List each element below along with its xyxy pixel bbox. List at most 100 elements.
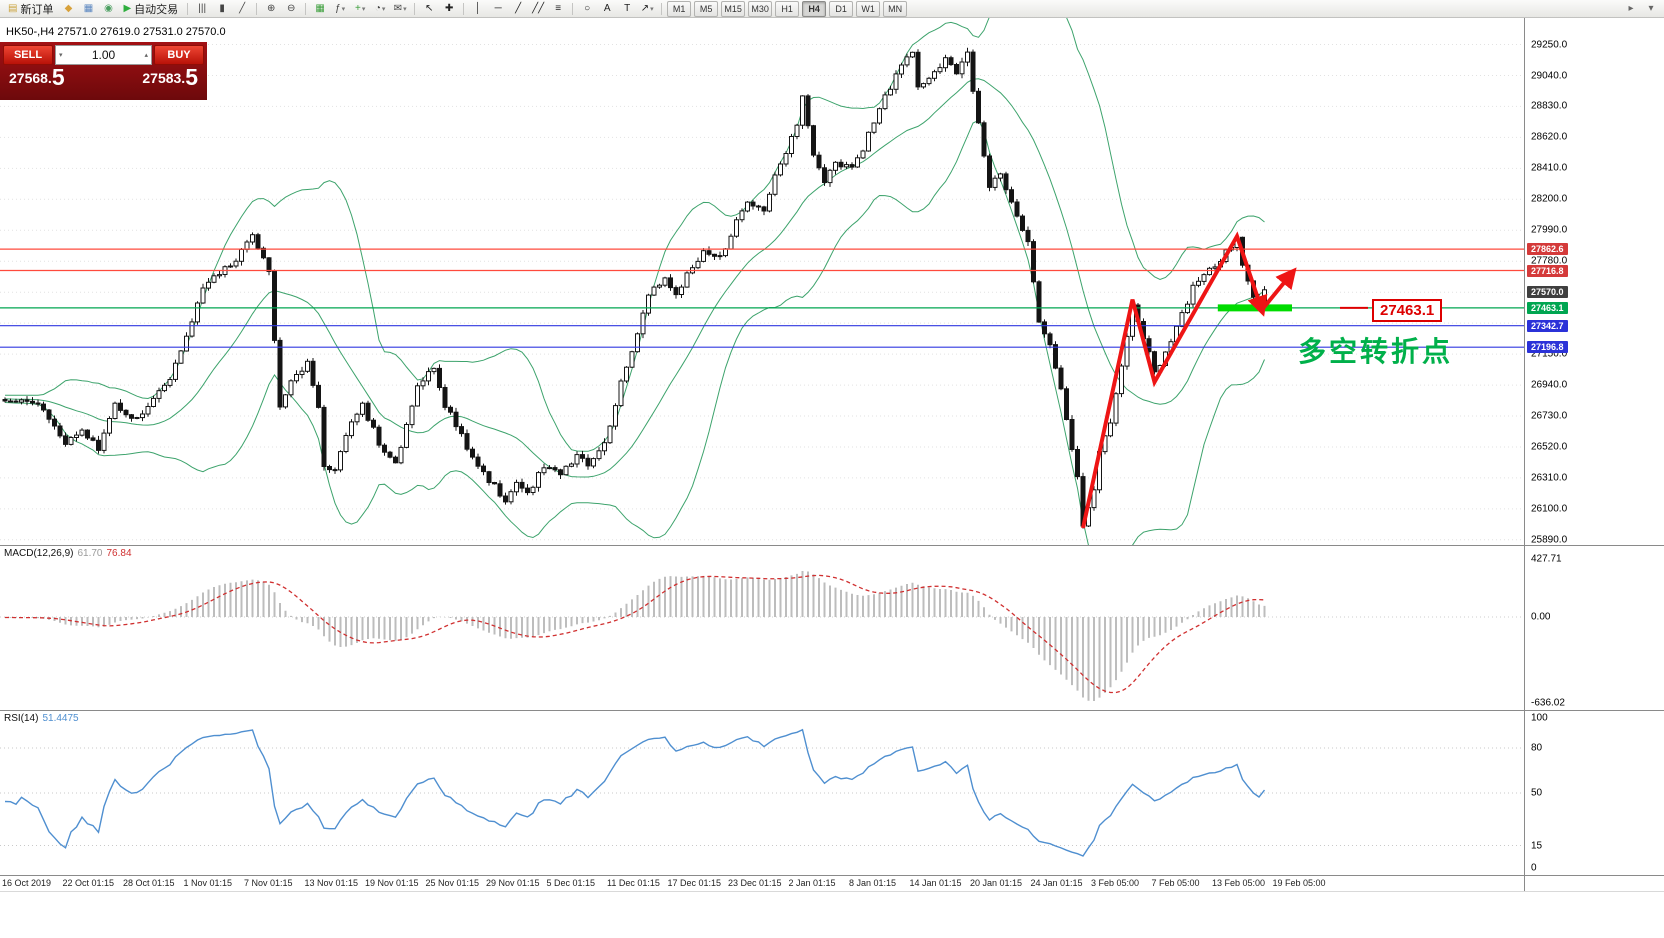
help-icon[interactable]: ◉ [99, 1, 117, 16]
horizontal-line-icon[interactable]: ─ [489, 1, 507, 16]
time-axis-label: 16 Oct 2019 [2, 878, 52, 888]
fibonacci-icon[interactable]: ≡ [549, 1, 567, 16]
main-chart-panel[interactable]: HK50-,H4 27571.0 27619.0 27531.0 27570.0… [0, 18, 1524, 545]
timeframe-button-d1[interactable]: D1 [829, 0, 854, 17]
time-axis-label: 2 Jan 01:15 [788, 878, 836, 888]
panel-divider [0, 545, 1664, 546]
toolbar-separator [572, 2, 574, 15]
price-axis-label: 27780.0 [1531, 255, 1568, 267]
price-axis-label: 29250.0 [1531, 39, 1568, 50]
rsi-axis-label: 50 [1531, 787, 1543, 799]
indicators-menu[interactable]: ƒ ▾ [331, 1, 349, 16]
timeframe-button-w1[interactable]: W1 [856, 0, 881, 17]
price-axis-label: 28620.0 [1531, 131, 1568, 143]
buy-button[interactable]: BUY [154, 45, 204, 65]
price-axis-label: 27990.0 [1531, 224, 1568, 236]
dropdown-arrow-icon: ▾ [381, 5, 386, 13]
macd-main-value: 61.70 [77, 548, 103, 559]
line-chart-icon[interactable]: ╱ [233, 1, 251, 16]
time-axis-label: 22 Oct 01:15 [62, 878, 115, 888]
macd-name: MACD(12,26,9) [4, 548, 74, 559]
time-axis-label: 1 Nov 01:15 [183, 878, 233, 888]
volume-decrease-icon[interactable]: ▾ [59, 52, 63, 59]
arrows-menu[interactable]: ↗ ▾ [638, 1, 656, 16]
volume-field: ▾ ▴ [55, 45, 152, 65]
time-axis-label: 7 Nov 01:15 [244, 878, 293, 888]
buy-price-main: 27583. [142, 70, 186, 87]
timeframe-button-m1[interactable]: M1 [667, 0, 692, 17]
horizontal-line-icon-glyph: ─ [494, 2, 502, 14]
trendline-icon[interactable]: ╱ [509, 1, 527, 16]
rsi-axis-label: 0 [1531, 862, 1537, 874]
price-axis-label: 26100.0 [1531, 503, 1568, 515]
tile-windows-icon[interactable]: ▦ [311, 1, 329, 16]
dock-icon-glyph: ▸ [1628, 2, 1634, 14]
time-axis-label: 11 Dec 01:15 [607, 878, 660, 888]
price-axis-label: 28410.0 [1531, 162, 1568, 174]
autotrading-button[interactable]: ▶ 自动交易 [119, 1, 182, 16]
bar-chart-icon-glyph: ||| [198, 2, 207, 14]
crosshair-icon-glyph: ✚ [444, 2, 454, 14]
macd-axis-label: -636.02 [1531, 697, 1565, 709]
label-icon[interactable]: T [618, 1, 636, 16]
price-axis-label: 27150.0 [1531, 348, 1568, 360]
macd-signal-line [5, 574, 1265, 694]
price-annotation-label: 27463.1 [1372, 299, 1443, 322]
price-chart-canvas[interactable] [0, 18, 1524, 545]
template-menu[interactable]: ✉ ▾ [391, 1, 409, 16]
add-object-menu[interactable]: + ▾ [351, 1, 369, 16]
crosshair-icon[interactable]: ✚ [440, 1, 458, 16]
timeframe-button-mn[interactable]: MN [883, 0, 908, 17]
panel-icon[interactable]: ▾ [1642, 1, 1660, 16]
open-data-icon[interactable]: ◆ [59, 1, 77, 16]
toolbar-separator [305, 2, 307, 15]
sell-price-main: 27568. [9, 70, 52, 87]
price-axis-badge: 27342.7 [1527, 319, 1568, 332]
rsi-line [4, 728, 1266, 857]
buy-price[interactable]: 27583. 5 [142, 66, 198, 89]
period-menu[interactable]: ◔ ▾ [371, 1, 389, 16]
price-axis[interactable]: 29250.0 29040.0 28830.0 28620.0 28410.0 28200… [1524, 18, 1664, 891]
volume-increase-icon[interactable]: ▴ [144, 52, 148, 59]
one-click-trading-panel: SELL ▾ ▴ BUY 27568.5 27583.5 [0, 42, 207, 100]
zigzag-arrow [1081, 231, 1268, 529]
new-order-button[interactable]: ▤ 新订单 [4, 1, 57, 16]
zoom-in-icon[interactable]: ⊕ [262, 1, 280, 16]
sell-button[interactable]: SELL [3, 45, 53, 65]
rsi-panel[interactable]: RSI(14) 51.4475 [0, 710, 1524, 875]
sell-price[interactable]: 27568. 5 [9, 66, 65, 89]
candlestick-chart-icon[interactable]: ▮ [213, 1, 231, 16]
time-axis-label: 3 Feb 05:00 [1091, 878, 1140, 888]
vertical-line-icon[interactable]: │ [469, 1, 487, 16]
candlesticks [2, 47, 1267, 529]
time-axis[interactable]: 16 Oct 2019 22 Oct 01:15 28 Oct 01:15 1 Nov… [0, 876, 1524, 891]
panel-divider [0, 875, 1664, 876]
dropdown-arrow-icon: ▾ [341, 5, 346, 13]
shapes-icon[interactable]: ○ [578, 1, 596, 16]
volume-input[interactable] [65, 47, 142, 63]
price-axis-label: 26520.0 [1531, 441, 1568, 453]
dock-icon[interactable]: ▸ [1622, 1, 1640, 16]
new-order-button-label: 新订单 [20, 3, 54, 16]
time-axis-label: 23 Dec 01:15 [728, 878, 782, 888]
cursor-icon[interactable]: ↖ [420, 1, 438, 16]
channel-icon-glyph: ╱╱ [532, 2, 545, 14]
price-axis-badge: 27570.0 [1527, 286, 1568, 299]
time-axis-label: 19 Nov 01:15 [365, 878, 419, 888]
timeframe-button-h4[interactable]: H4 [802, 0, 827, 17]
channel-icon[interactable]: ╱╱ [529, 1, 547, 16]
zoom-out-icon[interactable]: ⊖ [282, 1, 300, 16]
macd-panel[interactable]: MACD(12,26,9) 61.70 76.84 [0, 545, 1524, 710]
new-order-button-glyph: ▤ [8, 2, 18, 14]
candlestick-chart-icon-glyph: ▮ [219, 2, 225, 14]
toolbar-separator [463, 2, 465, 15]
bar-chart-icon[interactable]: ||| [193, 1, 211, 16]
timeframe-button-m5[interactable]: M5 [694, 0, 719, 17]
timeframe-button-m15[interactable]: M15 [721, 0, 746, 17]
timeframe-button-m30[interactable]: M30 [748, 0, 773, 17]
charts-list-icon[interactable]: ▦ [79, 1, 97, 16]
timeframe-button-h1[interactable]: H1 [775, 0, 800, 17]
bollinger-bands [4, 18, 1265, 545]
text-icon[interactable]: A [598, 1, 616, 16]
